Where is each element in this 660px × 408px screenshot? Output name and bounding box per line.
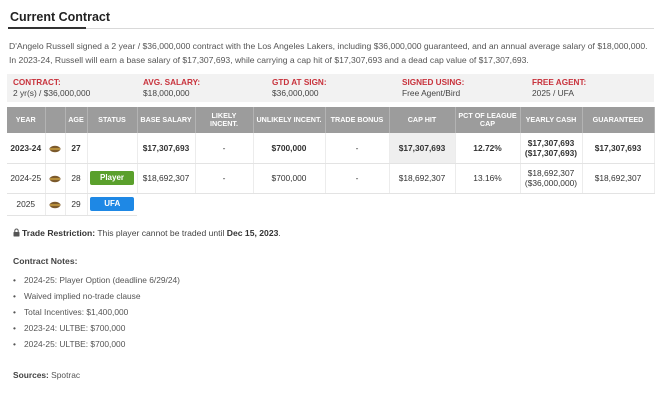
trade-restriction-label: Trade Restriction:	[22, 228, 96, 238]
yearly-cash-amount: $18,692,307	[527, 168, 575, 178]
contract-notes-title: Contract Notes:	[13, 256, 78, 266]
team-logo-icon	[49, 145, 61, 152]
cell-age: 28	[65, 163, 88, 194]
cell-base-salary: $18,692,307	[137, 163, 196, 194]
cell-pct-cap: 13.16%	[455, 163, 521, 194]
header-unlikely-incent[interactable]: UNLIKELY INCENT.	[253, 107, 326, 133]
cell-status	[87, 133, 138, 164]
header-status[interactable]: STATUS	[87, 107, 138, 133]
summary-signed-using-label: SIGNED USING:	[402, 78, 465, 87]
yearly-cash-amount: $17,307,693	[527, 137, 575, 148]
list-item: Total Incentives: $1,400,000	[13, 304, 180, 320]
header-trade-bonus[interactable]: TRADE BONUS	[325, 107, 390, 133]
cell-logo	[45, 133, 66, 164]
cell-age: 27	[65, 133, 88, 164]
cell-year: 2025	[7, 193, 46, 216]
cell-logo	[45, 163, 66, 194]
list-item: 2024-25: Player Option (deadline 6/29/24…	[13, 272, 180, 288]
header-guaranteed[interactable]: GUARANTEED	[582, 107, 655, 133]
section-title: Current Contract	[10, 10, 111, 24]
empty-cells	[137, 193, 654, 215]
header-likely-incent[interactable]: LIKELY INCENT.	[195, 107, 254, 133]
trade-restriction-text: This player cannot be traded until	[97, 228, 225, 238]
cell-yearly-cash: $17,307,693 ($17,307,693)	[520, 133, 583, 164]
cell-guaranteed: $17,307,693	[582, 133, 655, 164]
sources: Sources: Spotrac	[13, 370, 80, 380]
header-cap-hit[interactable]: CAP HIT	[389, 107, 456, 133]
table-row: 2025 29 UFA	[7, 193, 654, 216]
summary-avg-salary-label: AVG. SALARY:	[143, 78, 201, 87]
contract-intro: D'Angelo Russell signed a 2 year / $36,0…	[9, 40, 657, 67]
team-logo-icon	[49, 175, 61, 182]
intro-line-1: D'Angelo Russell signed a 2 year / $36,0…	[9, 41, 648, 51]
list-item: 2024-25: ULTBE: $700,000	[13, 336, 180, 352]
cell-logo	[45, 193, 66, 216]
cell-year: 2023-24	[7, 133, 46, 164]
cell-year: 2024-25	[7, 163, 46, 194]
cell-status: UFA	[87, 193, 137, 216]
summary-gtd-at-sign: GTD AT SIGN: $36,000,000	[272, 77, 327, 99]
summary-free-agent: FREE AGENT: 2025 / UFA	[532, 77, 586, 99]
cell-guaranteed: $18,692,307	[582, 163, 655, 194]
cell-unlikely-incent: $700,000	[253, 133, 326, 164]
list-item: 2023-24: ULTBE: $700,000	[13, 320, 180, 336]
summary-signed-using: SIGNED USING: Free Agent/Bird	[402, 77, 464, 99]
cell-cap-hit: $17,307,693	[389, 133, 456, 164]
trade-restriction-end: .	[278, 228, 281, 238]
cell-likely-incent: -	[195, 133, 254, 164]
summary-avg-salary: AVG. SALARY: $18,000,000	[143, 77, 200, 99]
list-item: Waived implied no-trade clause	[13, 288, 180, 304]
summary-free-agent-label: FREE AGENT:	[532, 78, 587, 87]
yearly-cash-cumulative: ($36,000,000)	[524, 178, 578, 188]
cell-yearly-cash: $18,692,307 ($36,000,000)	[520, 163, 583, 194]
summary-avg-salary-value: $18,000,000	[143, 88, 190, 98]
summary-contract-label: CONTRACT:	[13, 78, 61, 87]
player-option-badge[interactable]: Player	[90, 171, 134, 185]
header-logo	[45, 107, 66, 133]
summary-gtd-value: $36,000,000	[272, 88, 319, 98]
sources-label: Sources:	[13, 370, 49, 380]
summary-contract-value: 2 yr(s) / $36,000,000	[13, 88, 91, 98]
trade-restriction: Trade Restriction: This player cannot be…	[13, 228, 281, 238]
table-header-row: YEAR AGE STATUS BASE SALARY LIKELY INCEN…	[7, 107, 655, 133]
contract-table: YEAR AGE STATUS BASE SALARY LIKELY INCEN…	[7, 107, 655, 216]
cell-likely-incent: -	[195, 163, 254, 194]
sources-value[interactable]: Spotrac	[51, 370, 81, 380]
yearly-cash-cumulative: ($17,307,693)	[524, 147, 578, 158]
header-pct-league-cap[interactable]: PCT OF LEAGUE CAP	[455, 107, 521, 133]
summary-signed-using-value: Free Agent/Bird	[402, 88, 461, 98]
summary-gtd-label: GTD AT SIGN:	[272, 78, 327, 87]
team-logo-icon	[49, 201, 61, 208]
contract-summary-bar: CONTRACT: 2 yr(s) / $36,000,000 AVG. SAL…	[7, 74, 654, 102]
summary-contract: CONTRACT: 2 yr(s) / $36,000,000	[13, 77, 90, 99]
contract-notes-list: 2024-25: Player Option (deadline 6/29/24…	[13, 272, 180, 352]
cell-base-salary: $17,307,693	[137, 133, 196, 164]
cell-status: Player	[87, 163, 138, 194]
intro-line-2: In 2023-24, Russell will earn a base sal…	[9, 54, 529, 65]
cell-trade-bonus: -	[325, 133, 390, 164]
header-year[interactable]: YEAR	[7, 107, 46, 133]
lock-icon	[13, 228, 20, 237]
title-divider	[8, 27, 654, 29]
cell-pct-cap: 12.72%	[455, 133, 521, 164]
header-yearly-cash[interactable]: YEARLY CASH	[520, 107, 583, 133]
ufa-badge[interactable]: UFA	[90, 197, 135, 211]
summary-free-agent-value: 2025 / UFA	[532, 88, 574, 98]
table-row: 2023-24 27 $17,307,693 - $700,000 - $17,…	[7, 133, 655, 164]
cell-cap-hit: $18,692,307	[389, 163, 456, 194]
cell-trade-bonus: -	[325, 163, 390, 194]
header-age[interactable]: AGE	[65, 107, 88, 133]
cell-unlikely-incent: $700,000	[253, 163, 326, 194]
trade-restriction-date: Dec 15, 2023	[226, 228, 279, 238]
header-base-salary[interactable]: BASE SALARY	[137, 107, 196, 133]
table-row: 2024-25 28 Player $18,692,307 - $700,000…	[7, 163, 655, 194]
cell-age: 29	[65, 193, 88, 216]
